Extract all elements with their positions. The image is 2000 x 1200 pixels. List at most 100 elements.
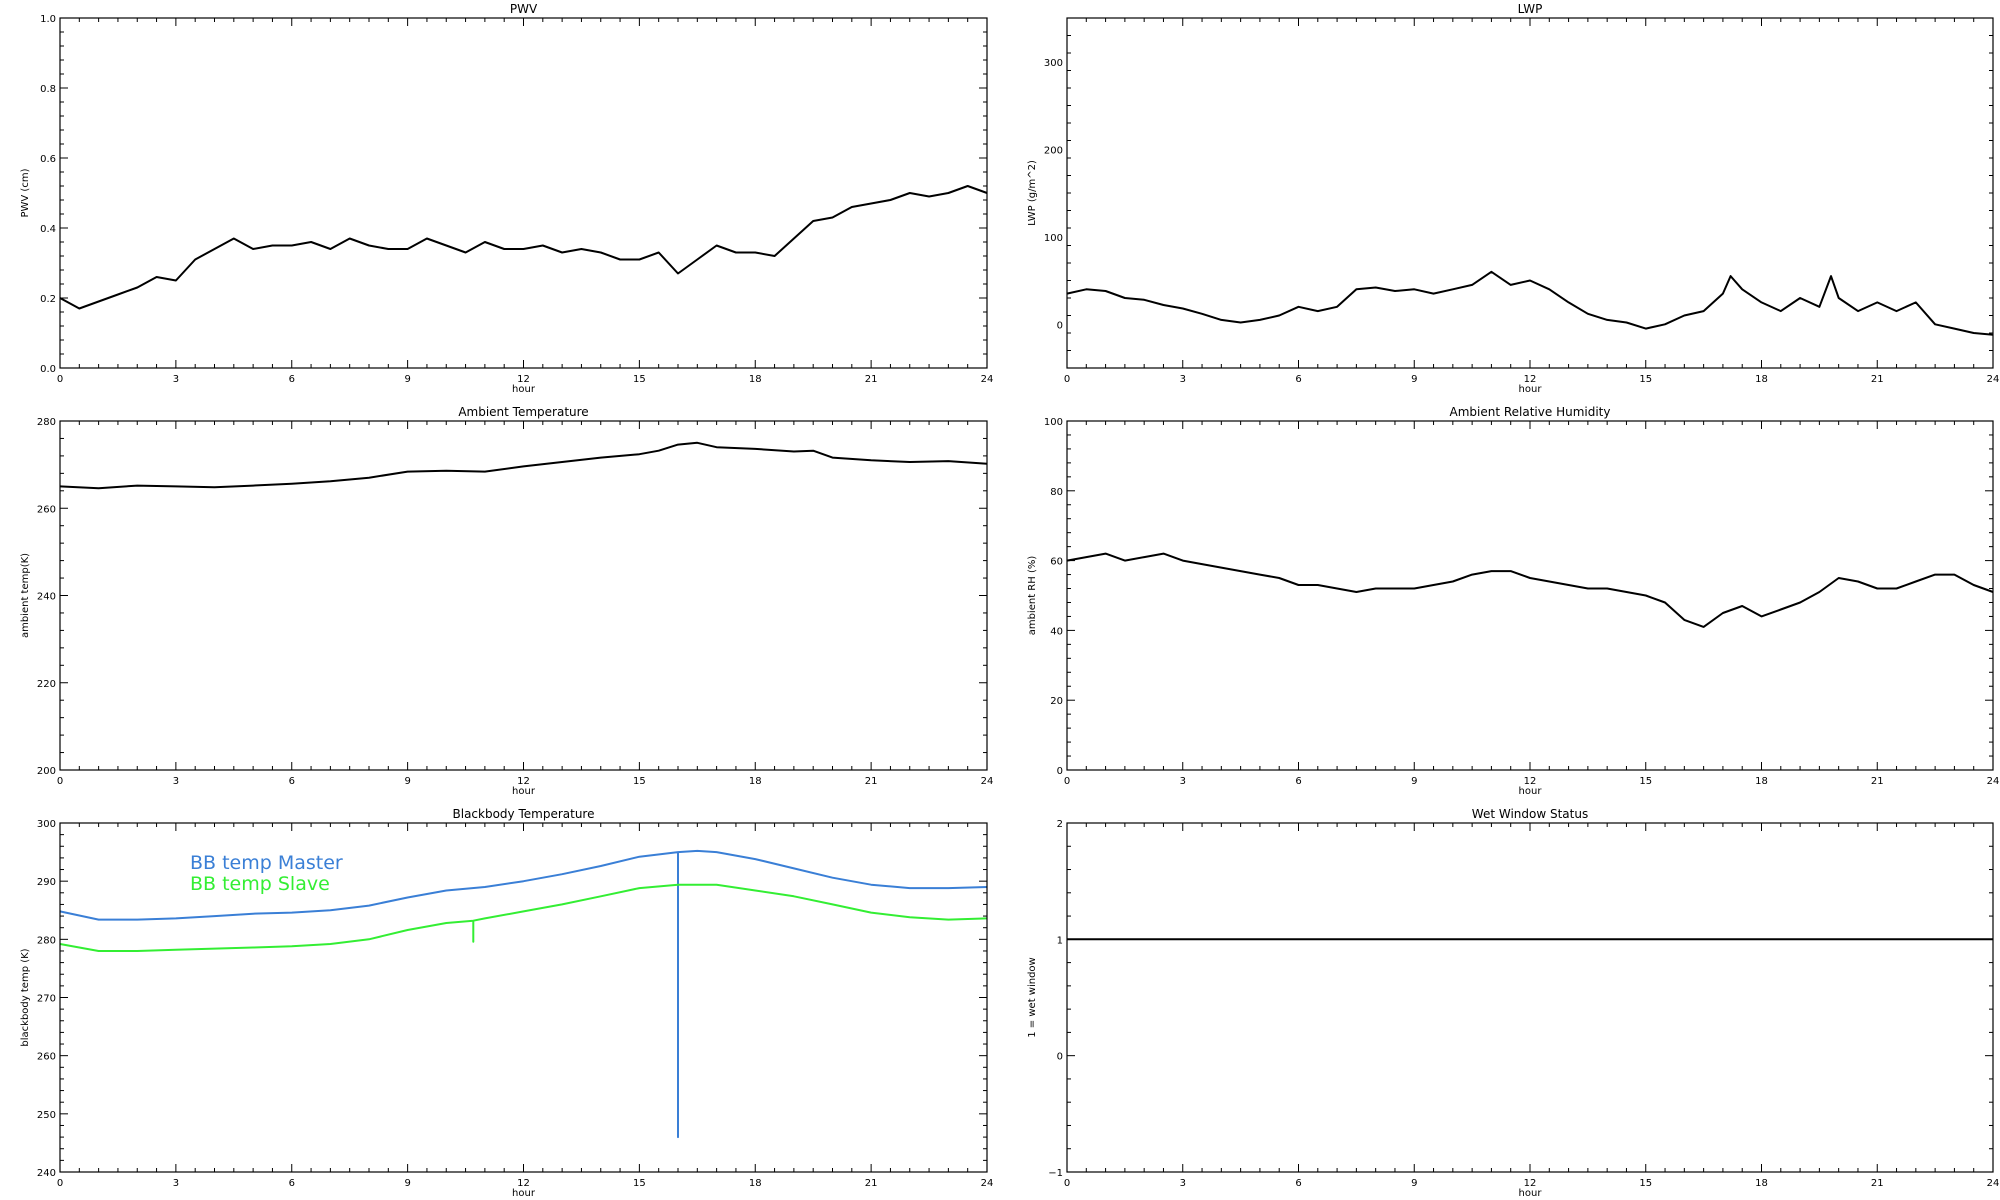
x-tick-label: 18 (1755, 1178, 1768, 1189)
y-axis-label: ambient temp(K) (20, 553, 31, 638)
chart-title: PWV (510, 2, 538, 16)
y-tick-label: 270 (37, 994, 56, 1005)
y-tick-label: 280 (37, 935, 56, 946)
x-tick-label: 18 (749, 776, 762, 787)
y-tick-label: 220 (37, 679, 56, 690)
y-axis-label: 1 = wet window (1027, 957, 1038, 1037)
y-tick-label: 240 (37, 592, 56, 603)
y-tick-label: 2 (1057, 819, 1063, 830)
x-tick-label: 6 (1295, 776, 1301, 787)
y-tick-label: 240 (37, 1168, 56, 1179)
y-tick-label: 80 (1050, 487, 1063, 498)
x-tick-label: 12 (517, 374, 530, 385)
series-line-blackbody-temp-0 (59, 849, 988, 1139)
series-line-pwv-0 (59, 185, 988, 310)
y-tick-label: 200 (37, 766, 56, 777)
x-tick-label: 12 (517, 1178, 530, 1189)
y-tick-label: 300 (1044, 58, 1063, 69)
x-tick-label: 6 (289, 1178, 295, 1189)
x-tick-label: 18 (1755, 776, 1768, 787)
x-tick-label: 12 (1524, 776, 1537, 787)
series-line-lwp-0 (1066, 270, 1994, 336)
x-tick-label: 18 (749, 374, 762, 385)
y-tick-label: 40 (1050, 626, 1063, 637)
chart-panel-ambient-rh: 0 3 6 9 12 15 18 21 24 0 20 40 60 80 100 Ambient Relati… (1027, 405, 1999, 797)
x-tick-label: 15 (633, 374, 646, 385)
x-tick-label: 21 (1871, 374, 1884, 385)
series-line-ambient-temp-0 (59, 441, 988, 490)
y-tick-label: 1.0 (40, 14, 56, 25)
chart-title: LWP (1518, 2, 1543, 16)
x-tick-label: 24 (1987, 374, 2000, 385)
y-axis-label: ambient RH (%) (1027, 556, 1038, 636)
x-tick-label: 0 (1064, 776, 1070, 787)
chart-title: Ambient Temperature (458, 405, 588, 419)
x-tick-label: 3 (173, 776, 179, 787)
x-tick-label: 9 (404, 776, 410, 787)
x-tick-label: 3 (1180, 374, 1186, 385)
legend-entry: BB temp Master (190, 852, 343, 874)
chart-panel-pwv: 0 3 6 9 12 15 18 21 24 0.0 0.2 0.4 0.6 0.8 1.0 PWV hour P… (20, 2, 993, 395)
y-tick-label: 0.2 (40, 294, 56, 305)
x-axis-label: hour (512, 384, 536, 395)
x-tick-label: 12 (1524, 374, 1537, 385)
y-tick-label: 20 (1050, 696, 1063, 707)
y-tick-label: 0.4 (40, 224, 56, 235)
legend-entry: BB temp Slave (190, 873, 330, 895)
x-tick-label: 18 (749, 1178, 762, 1189)
y-tick-label: 0.6 (40, 154, 56, 165)
y-tick-label: 0 (1057, 766, 1063, 777)
x-tick-label: 3 (1180, 1178, 1186, 1189)
y-tick-label: 100 (1044, 233, 1063, 244)
x-tick-label: 9 (1411, 374, 1417, 385)
x-tick-label: 0 (1064, 374, 1070, 385)
x-tick-label: 3 (173, 374, 179, 385)
x-tick-label: 0 (57, 776, 63, 787)
y-axis-label: blackbody temp (K) (20, 948, 31, 1046)
x-axis-label: hour (512, 786, 536, 797)
y-tick-label: 60 (1050, 557, 1063, 568)
x-tick-label: 0 (57, 1178, 63, 1189)
x-tick-label: 15 (1639, 374, 1652, 385)
chart-title: Blackbody Temperature (453, 807, 595, 821)
x-tick-label: 24 (1987, 776, 2000, 787)
y-tick-label: 260 (37, 1052, 56, 1063)
plot-frame (59, 420, 988, 771)
plot-frame (59, 17, 988, 369)
y-tick-label: 280 (37, 417, 56, 428)
x-axis-label: hour (1519, 384, 1543, 395)
y-axis-label: LWP (g/m^2) (1027, 160, 1038, 226)
y-tick-label: 0.0 (40, 364, 56, 375)
x-tick-label: 15 (1639, 776, 1652, 787)
series-line-ambient-rh-0 (1066, 552, 1994, 628)
y-tick-label: 290 (37, 877, 56, 888)
x-tick-label: 9 (1411, 776, 1417, 787)
x-axis-label: hour (1519, 1188, 1543, 1199)
y-tick-label: 300 (37, 819, 56, 830)
x-tick-label: 3 (1180, 776, 1186, 787)
x-tick-label: 15 (633, 1178, 646, 1189)
x-tick-label: 9 (404, 1178, 410, 1189)
plot-frame (1066, 420, 1994, 771)
y-tick-label: 250 (37, 1110, 56, 1121)
chart-panel-ambient-temp: 0 3 6 9 12 15 18 21 24 200 220 240 260 280 Ambient Tem… (20, 405, 993, 797)
y-axis-label: PWV (cm) (20, 168, 31, 217)
y-tick-label: 0.8 (40, 84, 56, 95)
x-tick-label: 12 (517, 776, 530, 787)
x-tick-label: 21 (865, 374, 878, 385)
x-tick-label: 0 (57, 374, 63, 385)
chart-panel-blackbody-temp: 0 3 6 9 12 15 18 21 24 240 250 260 270 280 290 300 Black… (20, 807, 993, 1199)
plot-frame (1066, 822, 1994, 1173)
x-tick-label: 6 (1295, 374, 1301, 385)
x-tick-label: 12 (1524, 1178, 1537, 1189)
x-tick-label: 0 (1064, 1178, 1070, 1189)
y-tick-label: 260 (37, 504, 56, 515)
x-tick-label: 9 (404, 374, 410, 385)
x-tick-label: 24 (981, 1178, 994, 1189)
chart-panel-lwp: 0 3 6 9 12 15 18 21 24 0 100 200 300 LWP hour LWP (g/m^… (1027, 2, 1999, 395)
x-tick-label: 9 (1411, 1178, 1417, 1189)
x-axis-label: hour (512, 1188, 536, 1199)
y-tick-label: −1 (1048, 1168, 1063, 1179)
